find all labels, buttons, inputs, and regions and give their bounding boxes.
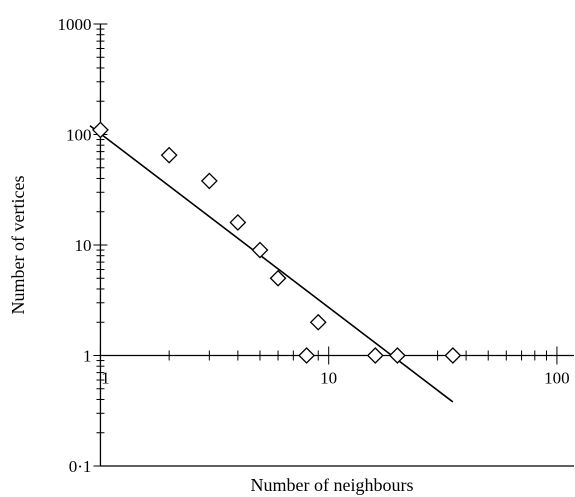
- data-point-diamond: [92, 121, 109, 139]
- data-point-diamond: [269, 269, 287, 287]
- data-point-diamond: [388, 347, 406, 364]
- y-tick-label: 1: [83, 347, 92, 366]
- x-axis-title: Number of neighbours: [251, 475, 414, 495]
- data-point-diamond: [366, 347, 384, 364]
- data-points: [92, 121, 462, 364]
- x-tick-label: 100: [544, 369, 570, 388]
- data-point-diamond: [251, 241, 269, 259]
- x-tick-label: 1: [101, 369, 110, 388]
- data-point-diamond: [229, 214, 247, 231]
- x-tick-label: 10: [320, 369, 337, 388]
- data-point-diamond: [309, 313, 327, 331]
- y-tick-label: 100: [66, 126, 92, 145]
- y-tick-label: 1000: [57, 15, 91, 34]
- data-point-diamond: [298, 347, 315, 364]
- data-point-diamond: [444, 347, 462, 364]
- y-tick-label: 10: [74, 236, 91, 255]
- y-axis-ticks: 0·1 1 10 100 1000: [57, 15, 108, 476]
- data-point-diamond: [200, 172, 218, 190]
- x-axis-ticks: 1 10 100: [99, 346, 570, 388]
- y-tick-label: 0·1: [69, 457, 92, 476]
- data-point-diamond: [160, 146, 178, 164]
- axes: [99, 24, 574, 467]
- y-axis-title: Number of vertices: [8, 176, 28, 315]
